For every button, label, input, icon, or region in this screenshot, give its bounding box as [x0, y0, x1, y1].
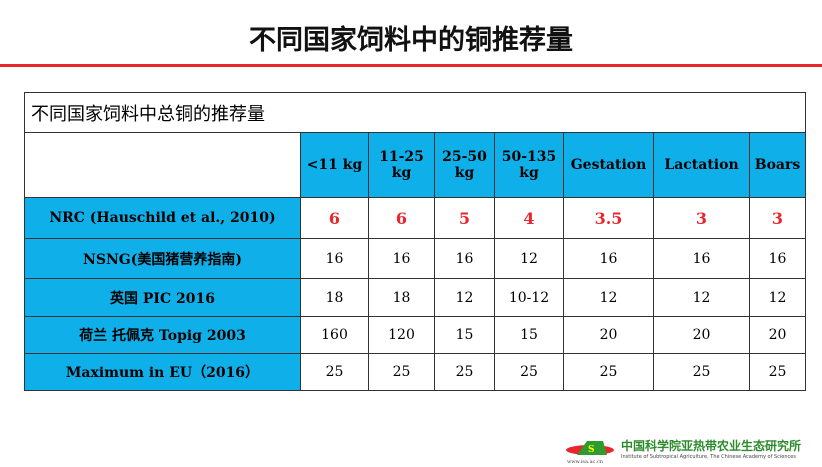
header-cell: 50-135 kg	[494, 132, 564, 198]
value-cell: 25	[653, 353, 750, 391]
value-cell: 3.5	[563, 197, 654, 239]
value-cell: 25	[368, 353, 435, 391]
value-cell: 12	[563, 278, 654, 317]
value-cell: 12	[653, 278, 750, 317]
row-label: 英国 PIC 2016	[24, 278, 301, 317]
value-cell: 20	[563, 316, 654, 354]
value-cell: 5	[434, 197, 495, 239]
header-cell: Lactation	[653, 132, 750, 198]
institute-logo: S 中国科学院亚热带农业生态研究所 Institute of Subtropic…	[565, 437, 802, 465]
row-label: NSNG(美国猪营养指南)	[24, 238, 301, 279]
value-cell: 16	[563, 238, 654, 279]
header-cell: <11 kg	[300, 132, 369, 198]
value-cell: 12	[749, 278, 806, 317]
value-cell: 15	[434, 316, 495, 354]
isa-logo-icon: S	[566, 440, 614, 455]
row-label: NRC (Hauschild et al., 2010)	[24, 197, 301, 239]
value-cell: 16	[300, 238, 369, 279]
value-cell: 25	[494, 353, 564, 391]
header-cell: 11-25 kg	[368, 132, 435, 198]
value-cell: 4	[494, 197, 564, 239]
svg-text:S: S	[588, 445, 595, 455]
value-cell: 120	[368, 316, 435, 354]
title-divider	[0, 64, 822, 67]
value-cell: 25	[749, 353, 806, 391]
table-row: Maximum in EU（2016） 25 25 25 25 25 25 25	[24, 353, 806, 391]
value-cell: 10-12	[494, 278, 564, 317]
table-row: NSNG(美国猪营养指南) 16 16 16 12 16 16 16	[24, 238, 806, 279]
institute-name-cn: 中国科学院亚热带农业生态研究所	[621, 439, 802, 453]
value-cell: 6	[300, 197, 369, 239]
institute-url: www.isa.ac.cn	[567, 459, 603, 465]
value-cell: 6	[368, 197, 435, 239]
value-cell: 25	[434, 353, 495, 391]
value-cell: 16	[653, 238, 750, 279]
value-cell: 3	[749, 197, 806, 239]
value-cell: 12	[494, 238, 564, 279]
table-row: NRC (Hauschild et al., 2010) 6 6 5 4 3.5 3 3	[24, 197, 806, 239]
value-cell: 16	[434, 238, 495, 279]
value-cell: 12	[434, 278, 495, 317]
value-cell: 160	[300, 316, 369, 354]
value-cell: 25	[300, 353, 369, 391]
header-empty	[24, 132, 301, 198]
value-cell: 20	[749, 316, 806, 354]
value-cell: 16	[749, 238, 806, 279]
value-cell: 18	[368, 278, 435, 317]
header-cell: Gestation	[563, 132, 654, 198]
table-row: 荷兰 托佩克 Topig 2003 160 120 15 15 20 20 20	[24, 316, 806, 354]
value-cell: 15	[494, 316, 564, 354]
value-cell: 16	[368, 238, 435, 279]
table-caption: 不同国家饲料中总铜的推荐量	[24, 92, 806, 133]
row-label: 荷兰 托佩克 Topig 2003	[24, 316, 301, 354]
row-label: Maximum in EU（2016）	[24, 353, 301, 391]
table-row: 英国 PIC 2016 18 18 12 10-12 12 12 12	[24, 278, 806, 317]
copper-table: 不同国家饲料中总铜的推荐量 <11 kg 11-25 kg 25-50 kg 5…	[24, 92, 806, 391]
page-title: 不同国家饲料中的铜推荐量	[249, 25, 573, 56]
value-cell: 25	[563, 353, 654, 391]
header-cell: 25-50 kg	[434, 132, 495, 198]
header-cell: Boars	[749, 132, 806, 198]
value-cell: 18	[300, 278, 369, 317]
value-cell: 20	[653, 316, 750, 354]
institute-name-en: Institute of Subtropical Agriculture, Th…	[621, 454, 796, 460]
value-cell: 3	[653, 197, 750, 239]
